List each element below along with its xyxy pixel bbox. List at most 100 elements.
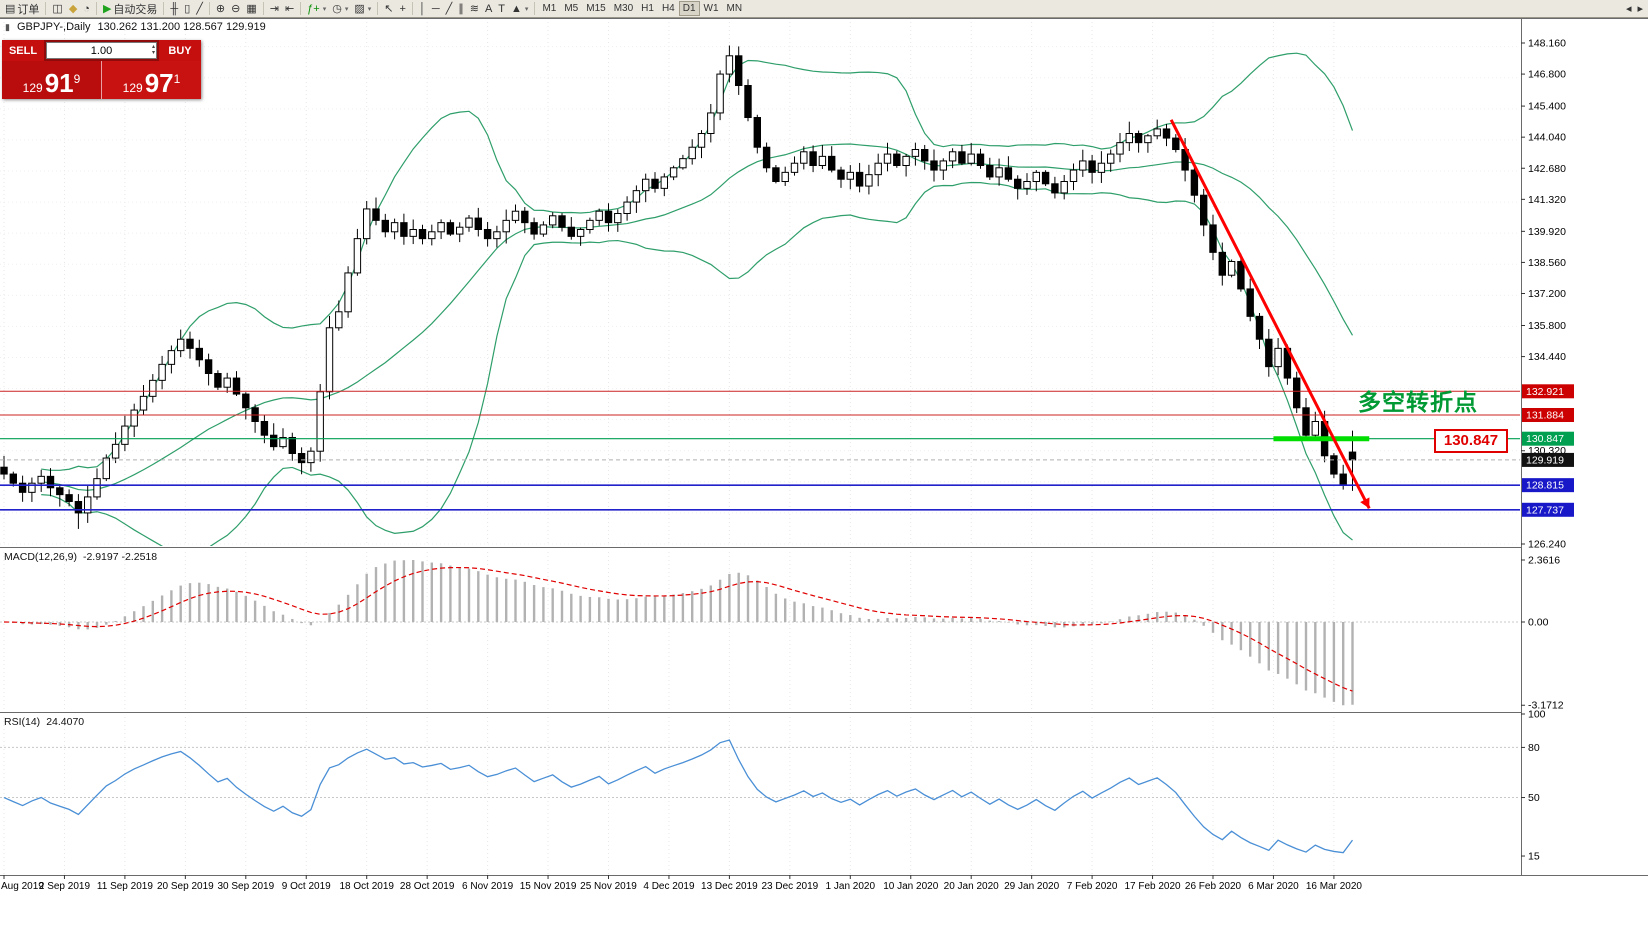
candle — [279, 436, 287, 448]
dock-right-button[interactable]: ▸ — [1634, 1, 1646, 17]
candle — [149, 379, 157, 397]
candle — [1311, 420, 1319, 436]
candlestick-chart-type-button[interactable]: ▯ — [181, 1, 193, 17]
rsi-name: RSI(14) — [4, 716, 41, 728]
dock-right-button-icon: ▸ — [1637, 2, 1643, 15]
timeframe-button-mn[interactable]: MN — [726, 3, 743, 14]
toolbar-separator — [411, 2, 413, 15]
vertical-line-button[interactable]: │ — [416, 1, 429, 17]
candle — [1255, 315, 1264, 340]
date-label: 28 Oct 2019 — [400, 881, 455, 892]
timeframe-button-m5[interactable]: M5 — [564, 3, 579, 14]
candle — [344, 272, 352, 313]
channel-button[interactable]: ∥ — [455, 1, 467, 17]
trend-arrow — [1169, 119, 1371, 510]
profile-button[interactable]: ◆ — [66, 1, 80, 17]
price-level-badge-label: 129.919 — [1526, 454, 1564, 466]
sell-price-big: 91 — [44, 68, 74, 98]
text-button[interactable]: A — [482, 1, 495, 17]
cursor-button[interactable]: ↖ — [381, 1, 396, 17]
price-level-badge — [1522, 431, 1574, 446]
candle — [307, 450, 315, 464]
price-tick-label: 142.680 — [1528, 163, 1566, 175]
dropdown-arrow-icon[interactable]: ▾ — [322, 5, 327, 13]
candle — [1097, 162, 1106, 173]
period-button[interactable]: ◷ ▾ — [329, 1, 351, 17]
sell-button[interactable]: SELL — [2, 40, 44, 61]
price-level-badge-label: 130.847 — [1526, 433, 1564, 445]
grid-button[interactable]: ▦ — [243, 1, 259, 17]
crosshair-button[interactable]: + — [397, 1, 409, 17]
main-chart-panel — [0, 19, 1520, 546]
toolbar-separator — [95, 2, 97, 15]
zoom-in-button[interactable]: ⊕ — [213, 1, 228, 17]
crosshair-button-icon: + — [399, 2, 406, 15]
dropdown-arrow-icon[interactable]: ▾ — [367, 5, 372, 13]
horizontal-line-button[interactable]: ─ — [429, 1, 443, 17]
candle — [204, 359, 213, 374]
time-scale-area[interactable] — [0, 876, 1648, 898]
timeframe-button-m30[interactable]: M30 — [613, 3, 634, 14]
candle — [9, 473, 18, 484]
candle — [390, 222, 399, 233]
dropdown-arrow-icon[interactable]: ▾ — [524, 5, 529, 13]
buy-button[interactable]: BUY — [159, 40, 201, 61]
price-scale-area[interactable] — [1522, 19, 1648, 875]
dock-left-button[interactable]: ◂ — [1623, 1, 1635, 17]
auto-scroll-button[interactable]: ⇥ — [267, 1, 282, 17]
rsi-line — [3, 739, 1354, 854]
macd-values: -2.9197 -2.2518 — [82, 551, 158, 563]
one-click-trading-panel: SELL 1.00 ▴ ▾ BUY 129 91 9 129 97 1 — [2, 40, 201, 99]
candle — [1172, 137, 1180, 151]
candle — [1339, 473, 1347, 486]
autotrading-button[interactable]: ▶ 自动交易 — [100, 1, 160, 17]
price-tick-label: 148.160 — [1528, 38, 1566, 50]
timeframe-button-w1[interactable]: W1 — [703, 3, 719, 14]
bollinger-band — [41, 143, 1354, 491]
candle — [902, 155, 910, 167]
price-tick-label: 139.920 — [1528, 226, 1566, 238]
timeframe-button-h1[interactable]: H1 — [641, 3, 654, 14]
trendline-button[interactable]: ╱ — [443, 1, 456, 17]
buy-price-button[interactable]: 129 97 1 — [101, 61, 201, 99]
timeframe-button-m15[interactable]: M15 — [586, 3, 606, 14]
timeframe-button-h4[interactable]: H4 — [661, 3, 675, 14]
spinner-down-icon[interactable]: ▾ — [151, 50, 155, 56]
dropdown-arrow-icon[interactable]: ▾ — [344, 5, 349, 13]
timeframe-button-m1[interactable]: M1 — [542, 3, 557, 14]
candle — [363, 208, 371, 240]
chart-window-button[interactable]: ◫ — [49, 1, 65, 17]
period-button-icon: ◷ — [332, 2, 342, 15]
timeframe-button-d1[interactable]: D1 — [678, 1, 700, 16]
refresh-button[interactable]: ◔ — [80, 1, 93, 17]
candle — [158, 363, 166, 381]
indicators-button[interactable]: ƒ+ ▾ — [304, 1, 329, 17]
candle — [651, 178, 659, 189]
line-chart-type-button[interactable]: ╱ — [193, 1, 206, 17]
candle — [1116, 142, 1124, 155]
price-level-badge — [1522, 478, 1574, 493]
candle — [790, 162, 799, 173]
price-level-badge — [1522, 408, 1574, 423]
buy-price-prefix: 129 — [122, 81, 143, 95]
label-button[interactable]: T — [495, 1, 508, 17]
candle — [46, 475, 55, 489]
candle — [353, 238, 362, 274]
fibonacci-button[interactable]: ≋ — [467, 1, 482, 17]
chart-shift-button[interactable]: ⇤ — [282, 1, 297, 17]
lot-size-input[interactable]: 1.00 ▴ ▾ — [46, 42, 157, 59]
candle — [1060, 181, 1068, 194]
template-button[interactable]: ▨ ▾ — [351, 1, 374, 17]
zoom-out-button[interactable]: ⊖ — [228, 1, 243, 17]
sell-price-button[interactable]: 129 91 9 — [2, 61, 101, 99]
indicators-button-icon: ƒ+ — [307, 2, 320, 15]
rsi-scale-label: 80 — [1528, 742, 1540, 754]
shapes-button[interactable]: ▲ ▾ — [508, 1, 531, 17]
price-level-badge — [1522, 384, 1574, 399]
new-order-button[interactable]: ▤ 订单 — [2, 1, 42, 17]
spinner-up-icon[interactable]: ▴ — [151, 44, 155, 50]
bar-chart-type-button[interactable]: ╫ — [167, 1, 181, 17]
template-button-icon: ▨ — [354, 2, 365, 15]
lot-spinner[interactable]: ▴ ▾ — [152, 44, 155, 56]
